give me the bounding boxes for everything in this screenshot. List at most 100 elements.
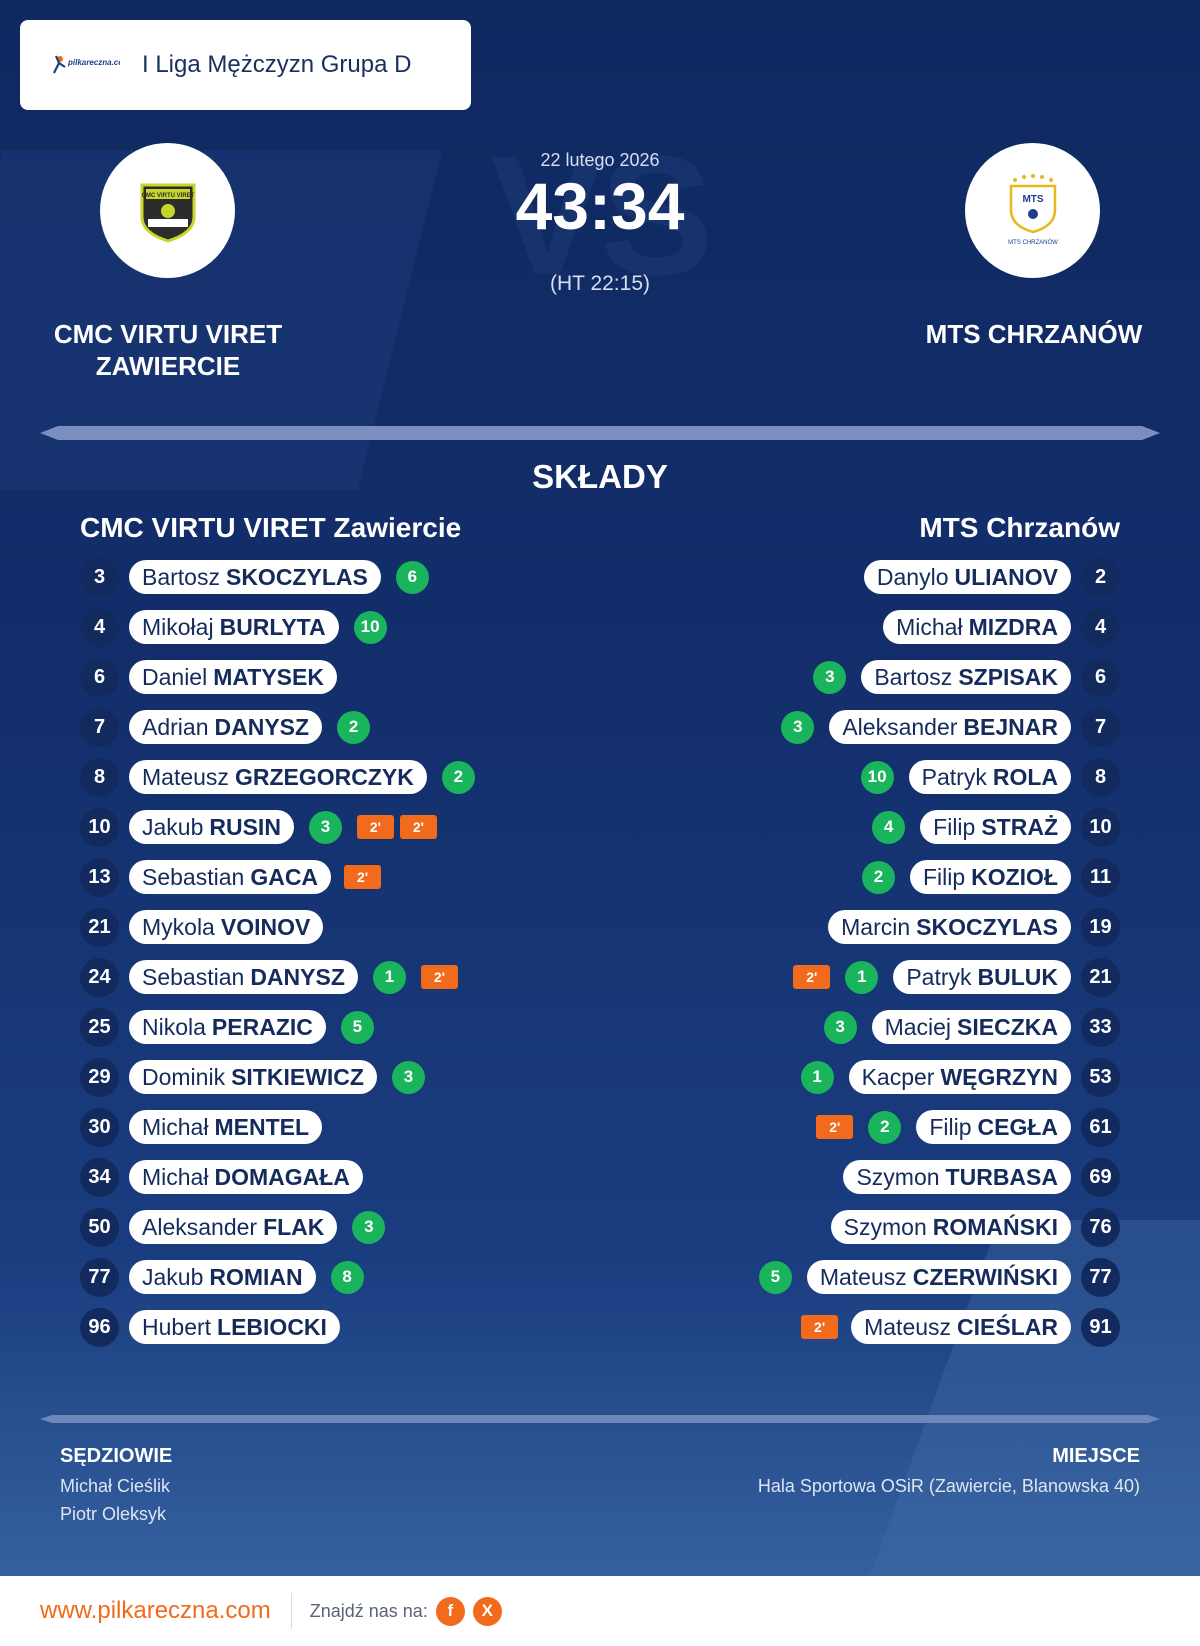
- player-first-name: Filip: [933, 813, 976, 840]
- divider: [40, 1415, 1160, 1423]
- player-name-pill[interactable]: Jakub RUSIN: [129, 810, 294, 844]
- player-last-name: GACA: [250, 863, 319, 890]
- player-name-pill[interactable]: Mateusz CIEŚLAR: [851, 1310, 1071, 1344]
- player-name-pill[interactable]: Danylo ULIANOV: [863, 560, 1071, 594]
- goals-badge: 3: [352, 1210, 386, 1244]
- away-player-row: 91 Mateusz CIEŚLAR 2': [798, 1307, 1120, 1347]
- home-player-row: 29 Dominik SITKIEWICZ 3: [80, 1057, 437, 1097]
- player-number: 91: [1081, 1307, 1120, 1347]
- player-first-name: Bartosz: [874, 663, 953, 690]
- player-number: 4: [80, 607, 119, 647]
- home-player-row: 13 Sebastian GACA 2': [80, 857, 384, 897]
- player-name-pill[interactable]: Adrian DANYSZ: [129, 710, 323, 744]
- player-name-pill[interactable]: Maciej SIECZKA: [871, 1010, 1071, 1044]
- venue-name: Hala Sportowa OSiR (Zawiercie, Blanowska…: [757, 1476, 1140, 1496]
- svg-text:MTS: MTS: [1022, 194, 1043, 205]
- player-last-name: CEGŁA: [977, 1113, 1059, 1140]
- player-name-pill[interactable]: Patryk BULUK: [893, 960, 1071, 994]
- player-name-pill[interactable]: Sebastian GACA: [129, 860, 332, 894]
- goals-badge: 10: [860, 760, 894, 794]
- player-name-pill[interactable]: Daniel MATYSEK: [129, 660, 337, 694]
- player-name-pill[interactable]: Mikołaj BURLYTA: [129, 610, 339, 644]
- player-stats: 3: [347, 1210, 397, 1244]
- player-last-name: PERAZIC: [211, 1013, 313, 1040]
- player-name-pill[interactable]: Aleksander FLAK: [129, 1210, 338, 1244]
- footer-separator: [290, 1593, 292, 1629]
- player-name-pill[interactable]: Michał MIZDRA: [883, 610, 1071, 644]
- player-first-name: Filip: [922, 863, 966, 890]
- player-number: 8: [80, 757, 119, 797]
- player-name-pill[interactable]: Mateusz GRZEGORCZYK: [129, 760, 427, 794]
- suspension-badge: 2': [420, 965, 458, 989]
- away-player-row: 6 Bartosz SZPISAK 3: [801, 657, 1120, 697]
- suspension-badge: 2': [399, 815, 437, 839]
- player-stats: 1: [789, 1060, 839, 1094]
- player-first-name: Szymon: [856, 1163, 940, 1190]
- referee-name: Michał Cieślik: [60, 1476, 171, 1496]
- player-first-name: Aleksander: [142, 1213, 258, 1240]
- player-number: 77: [80, 1257, 119, 1297]
- player-name-pill[interactable]: Michał MENTEL: [129, 1110, 323, 1144]
- away-crest-text: MTS CHRZANÓW: [1008, 239, 1058, 246]
- player-number: 34: [80, 1157, 119, 1197]
- away-player-row: 69 Szymon TURBASA: [833, 1157, 1120, 1197]
- player-name-pill[interactable]: Marcin SKOCZYLAS: [828, 910, 1071, 944]
- site-logo[interactable]: pilkareczna.com: [50, 51, 120, 79]
- player-number: 7: [1081, 707, 1120, 747]
- x-icon[interactable]: X: [472, 1596, 502, 1626]
- home-team-crest[interactable]: CMC VIRTU VIRET: [100, 143, 235, 278]
- player-name-pill[interactable]: Michał DOMAGAŁA: [129, 1160, 363, 1194]
- player-name-pill[interactable]: Nikola PERAZIC: [129, 1010, 326, 1044]
- player-name-pill[interactable]: Filip STRAŻ: [920, 810, 1071, 844]
- player-last-name: SIECZKA: [957, 1013, 1058, 1040]
- player-last-name: MENTEL: [214, 1113, 310, 1140]
- player-name-pill[interactable]: Szymon ROMAŃSKI: [830, 1210, 1071, 1244]
- player-stats: 2: [332, 710, 382, 744]
- away-team-crest[interactable]: MTS MTS CHRZANÓW: [965, 143, 1100, 278]
- player-name-pill[interactable]: Mykola VOINOV: [129, 910, 324, 944]
- player-name-pill[interactable]: Mateusz CZERWIŃSKI: [806, 1260, 1071, 1294]
- player-stats: 8: [326, 1260, 376, 1294]
- player-name-pill[interactable]: Jakub ROMIAN: [129, 1260, 316, 1294]
- player-stats: 2 2': [813, 1110, 906, 1144]
- player-name-pill[interactable]: Patryk ROLA: [908, 760, 1071, 794]
- player-name-pill[interactable]: Bartosz SKOCZYLAS: [129, 560, 381, 594]
- home-player-row: 34 Michał DOMAGAŁA: [80, 1157, 373, 1197]
- away-player-row: 11 Filip KOZIOŁ 2: [850, 857, 1120, 897]
- away-crest-icon: MTS MTS CHRZANÓW: [1008, 173, 1058, 246]
- goals-badge: 5: [340, 1010, 374, 1044]
- player-name-pill[interactable]: Filip CEGŁA: [916, 1110, 1071, 1144]
- player-name-pill[interactable]: Dominik SITKIEWICZ: [129, 1060, 377, 1094]
- player-name-pill[interactable]: Szymon TURBASA: [843, 1160, 1071, 1194]
- player-name-pill[interactable]: Aleksander BEJNAR: [829, 710, 1071, 744]
- home-player-row: 21 Mykola VOINOV: [80, 907, 333, 947]
- find-us-label: Znajdź nas na:: [309, 1600, 428, 1621]
- player-name-pill[interactable]: Filip KOZIOŁ: [909, 860, 1071, 894]
- player-stats: 10: [349, 610, 399, 644]
- site-link[interactable]: www.pilkareczna.com: [40, 1597, 271, 1624]
- player-last-name: MATYSEK: [213, 663, 324, 690]
- away-team-name: MTS CHRZANÓW: [925, 319, 1143, 349]
- goals-badge: 3: [781, 710, 815, 744]
- player-stats: 2': [341, 865, 384, 889]
- player-last-name: STRAŻ: [981, 813, 1058, 840]
- player-name-pill[interactable]: Hubert LEBIOCKI: [129, 1310, 340, 1344]
- player-name-pill[interactable]: Sebastian DANYSZ: [129, 960, 358, 994]
- away-player-row: 10 Filip STRAŻ 4: [860, 807, 1120, 847]
- player-first-name: Mateusz: [142, 763, 229, 790]
- player-name-pill[interactable]: Bartosz SZPISAK: [861, 660, 1071, 694]
- player-first-name: Marcin: [841, 913, 911, 940]
- away-player-row: 19 Marcin SKOCZYLAS: [818, 907, 1120, 947]
- home-player-row: 4 Mikołaj BURLYTA 10: [80, 607, 399, 647]
- player-stats: 3: [769, 710, 819, 744]
- player-first-name: Daniel: [142, 663, 208, 690]
- suspension-badge: 2': [356, 815, 394, 839]
- referees-list: Michał Cieślik Piotr Oleksyk: [60, 1472, 170, 1528]
- player-number: 21: [80, 907, 119, 947]
- player-name-pill[interactable]: Kacper WĘGRZYN: [848, 1060, 1071, 1094]
- away-player-row: 61 Filip CEGŁA 2 2': [813, 1107, 1120, 1147]
- facebook-icon[interactable]: f: [435, 1596, 465, 1626]
- home-squad-title: CMC VIRTU VIRET Zawiercie: [80, 512, 462, 543]
- goals-badge: 3: [823, 1010, 857, 1044]
- home-player-row: 8 Mateusz GRZEGORCZYK 2: [80, 757, 487, 797]
